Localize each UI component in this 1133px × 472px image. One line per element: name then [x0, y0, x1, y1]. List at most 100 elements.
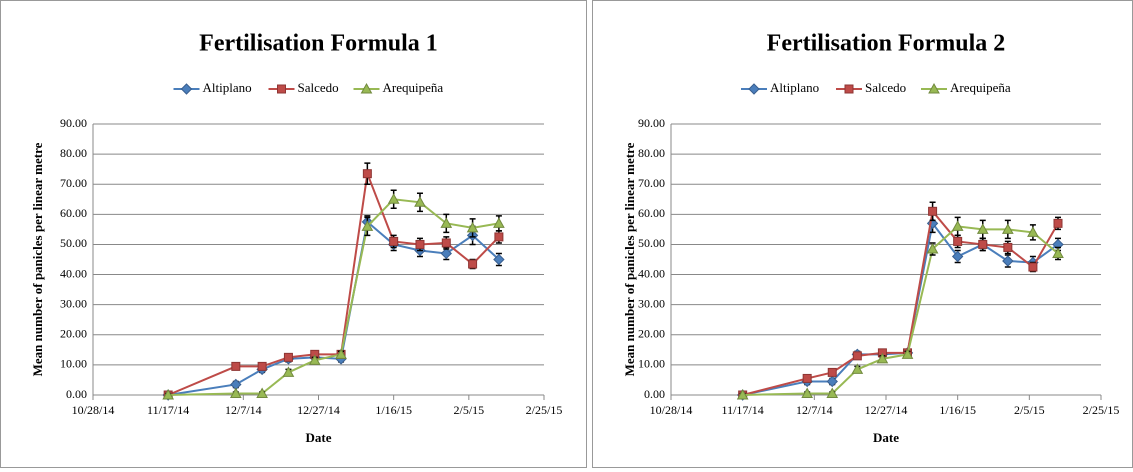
marker: [826, 375, 838, 388]
legend-label: Salcedo: [865, 80, 906, 95]
marker: [951, 220, 964, 231]
marker: [976, 223, 989, 234]
marker: [901, 348, 914, 359]
marker: [1002, 255, 1014, 267]
marker: [951, 250, 964, 263]
y-tick-label: 10.00: [60, 357, 87, 371]
x-tick-label: 11/17/14: [722, 403, 764, 417]
legend-marker: [928, 82, 940, 94]
marker: [440, 217, 453, 228]
legend-label: Arequipeña: [950, 80, 1011, 95]
chart: Fertilisation Formula 1 0.00 10.00 20.00 30.…: [30, 31, 562, 445]
x-tick-label: 12/27/14: [865, 403, 908, 417]
marker: [953, 236, 963, 246]
marker: [256, 387, 268, 398]
y-tick-label: 80.00: [638, 146, 665, 160]
y-tick-label: 30.00: [638, 296, 665, 310]
marker: [440, 247, 452, 260]
y-tick-label: 70.00: [60, 176, 87, 190]
x-tick-label: 12/27/14: [297, 403, 340, 417]
y-tick-label: 80.00: [60, 146, 87, 160]
marker: [1053, 218, 1063, 228]
y-tick-label: 0.00: [66, 387, 87, 401]
marker: [978, 239, 988, 249]
y-tick-label: 40.00: [638, 266, 665, 280]
y-tick-label: 20.00: [60, 327, 87, 341]
marker: [466, 221, 479, 233]
marker: [493, 253, 505, 266]
y-tick-label: 60.00: [60, 206, 87, 220]
marker: [1001, 223, 1014, 234]
chart-panel: Fertilisation Formula 2 0.00 10.00 20.00 30.…: [592, 0, 1133, 468]
legend-marker: [360, 82, 373, 94]
marker: [826, 387, 839, 398]
legend-marker: [844, 84, 854, 94]
y-axis-label: Mean number of panicles per linear metre: [30, 142, 45, 376]
legend-label: Altiplano: [203, 80, 252, 95]
marker: [387, 193, 400, 204]
legend-label: Altiplano: [770, 80, 819, 95]
marker: [801, 387, 814, 398]
y-tick-label: 30.00: [60, 296, 87, 310]
series: [736, 216, 1064, 400]
marker: [1003, 242, 1013, 252]
series: [163, 162, 504, 400]
marker: [1052, 247, 1064, 258]
marker: [282, 366, 295, 377]
marker: [257, 361, 267, 371]
marker: [229, 387, 242, 398]
chart: Fertilisation Formula 2 0.00 10.00 20.00 30.…: [622, 31, 1120, 445]
x-tick-label: 1/16/15: [375, 403, 412, 417]
legend-marker: [180, 83, 193, 95]
marker: [494, 232, 504, 242]
marker: [736, 388, 749, 400]
marker: [283, 352, 293, 362]
chart-title: Fertilisation Formula 2: [767, 31, 1006, 57]
marker: [1028, 262, 1038, 272]
y-tick-label: 70.00: [638, 176, 665, 190]
chart-panel: Fertilisation Formula 1 0.00 10.00 20.00 30.…: [0, 0, 587, 468]
chart-title: Fertilisation Formula 1: [199, 31, 438, 57]
y-tick-label: 90.00: [638, 116, 665, 130]
marker: [335, 348, 347, 359]
marker: [389, 236, 399, 246]
x-tick-label: 2/5/15: [1014, 403, 1045, 417]
marker: [231, 361, 241, 371]
y-axis-label: Mean number of panicles per linear metre: [622, 142, 637, 376]
y-tick-label: 50.00: [60, 236, 87, 250]
legend-marker: [277, 84, 286, 94]
marker: [1027, 226, 1039, 237]
series-line: [168, 219, 500, 396]
marker: [851, 363, 864, 374]
series-line: [168, 198, 500, 396]
x-tick-label: 12/7/14: [796, 403, 833, 417]
y-tick-label: 10.00: [638, 357, 665, 371]
series-line: [742, 225, 1059, 396]
x-tick-label: 11/17/14: [147, 403, 189, 417]
marker: [362, 169, 372, 179]
series: [162, 189, 505, 400]
legend-label: Arequipeña: [383, 80, 444, 95]
x-tick-label: 12/7/14: [225, 403, 262, 417]
x-tick-label: 2/25/15: [1083, 403, 1120, 417]
series: [738, 201, 1063, 400]
series: [162, 215, 505, 401]
marker: [802, 373, 812, 383]
marker: [827, 367, 837, 377]
marker: [926, 242, 939, 254]
marker: [162, 388, 175, 400]
series-line: [167, 169, 500, 396]
legend-label: Salcedo: [298, 80, 339, 95]
marker: [414, 196, 426, 207]
marker: [493, 217, 505, 228]
y-tick-label: 90.00: [60, 116, 87, 130]
marker: [441, 238, 451, 248]
y-tick-label: 0.00: [644, 387, 665, 401]
marker: [361, 220, 374, 231]
x-tick-label: 10/28/14: [72, 403, 115, 417]
y-tick-label: 60.00: [638, 206, 665, 220]
y-tick-label: 20.00: [638, 327, 665, 341]
y-tick-label: 50.00: [638, 236, 665, 250]
marker: [468, 259, 478, 269]
